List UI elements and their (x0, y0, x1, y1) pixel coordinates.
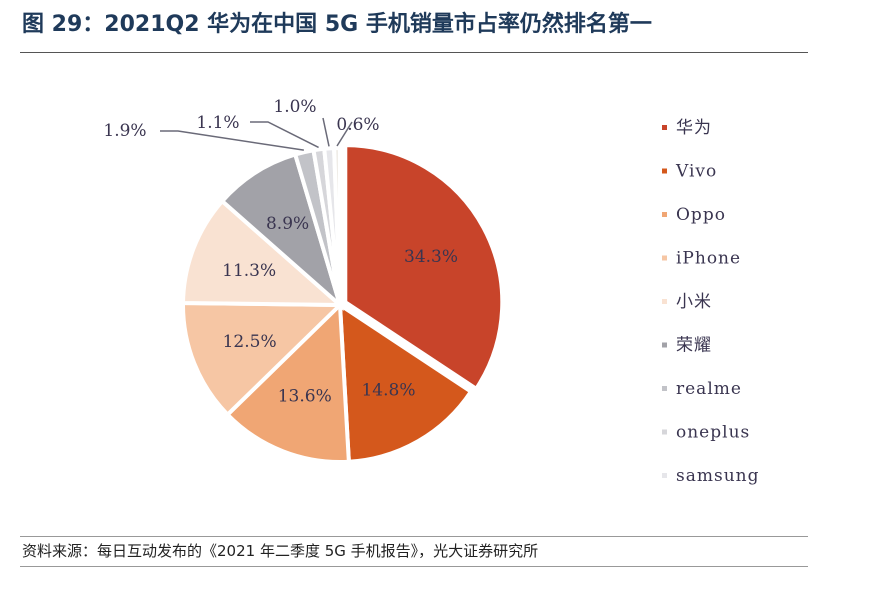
bottom-divider (20, 566, 808, 567)
data-label: 13.6% (278, 387, 332, 407)
title-divider (20, 52, 808, 53)
legend-swatch (662, 212, 667, 217)
legend-label: oneplus (676, 423, 750, 443)
leader-line (250, 121, 319, 149)
data-label: 8.9% (266, 214, 309, 234)
data-label: 11.3% (222, 261, 276, 281)
leader-line (322, 117, 330, 147)
legend-swatch (662, 255, 667, 261)
legend-label: realme (676, 379, 742, 399)
legend-swatch (662, 299, 667, 304)
pie-slice-other (332, 145, 342, 306)
legend-label: 荣耀 (676, 336, 712, 356)
legend-swatch (662, 342, 667, 348)
data-label: 12.5% (223, 332, 277, 352)
legend-label: 华为 (676, 118, 712, 138)
legend-label: iPhone (676, 249, 741, 269)
source-divider (20, 536, 808, 537)
legend-label: Vivo (675, 162, 717, 182)
pie-slice-Oppo (224, 300, 351, 464)
data-label: 0.6% (336, 115, 379, 135)
legend-swatch (662, 168, 667, 174)
leader-line (336, 121, 353, 147)
legend-swatch (662, 386, 667, 391)
data-label: 1.9% (103, 121, 146, 141)
data-label: 34.3% (404, 247, 458, 267)
legend-swatch (662, 473, 667, 478)
data-label: 1.1% (196, 113, 239, 133)
legend-swatch (662, 429, 667, 435)
legend-label: samsung (676, 466, 759, 486)
source-note: 资料来源：每日互动发布的《2021 年二季度 5G 手机报告》，光大证券研究所 (22, 542, 539, 560)
chart-title: 图 29：2021Q2 华为在中国 5G 手机销量市占率仍然排名第一 (22, 12, 652, 37)
legend-label: Oppo (676, 205, 726, 225)
pie-slice-华为 (343, 143, 505, 392)
leader-line (160, 130, 304, 151)
data-label: 1.0% (273, 97, 316, 117)
legend-swatch (662, 125, 667, 130)
pie-slice-Vivo (337, 301, 474, 464)
pie-slice-iPhone (181, 301, 345, 418)
data-label: 14.8% (361, 380, 415, 400)
legend-label: 小米 (676, 292, 712, 312)
pie-slice-小米 (180, 198, 346, 308)
